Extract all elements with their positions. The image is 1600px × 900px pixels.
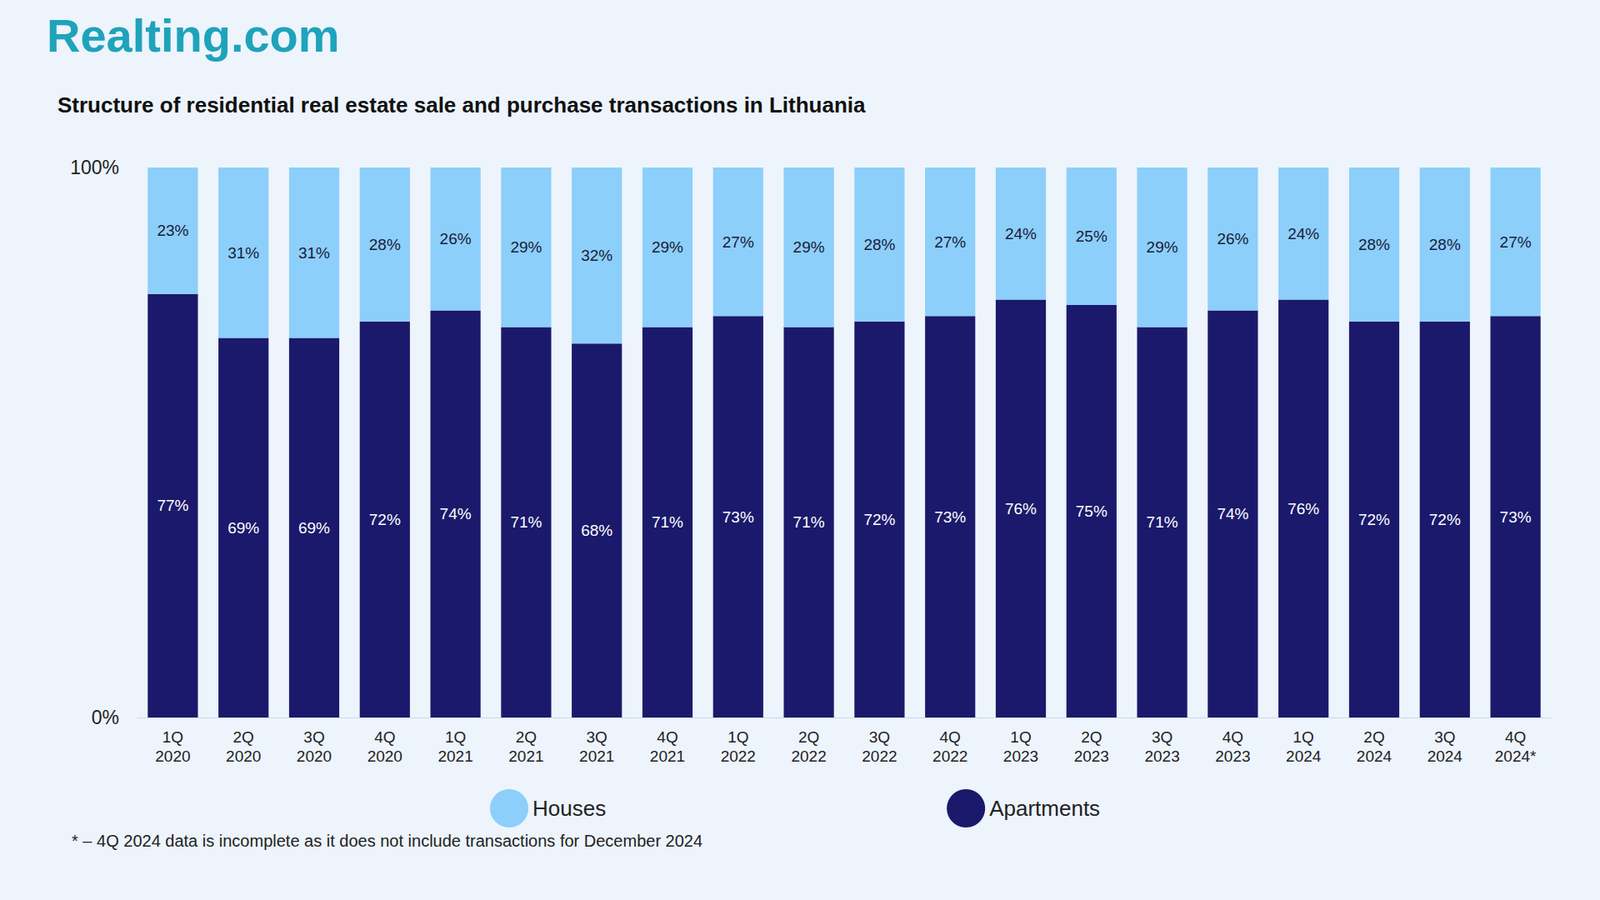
svg-text:4Q: 4Q bbox=[940, 728, 961, 746]
svg-text:2024: 2024 bbox=[1356, 747, 1393, 765]
svg-text:32%: 32% bbox=[580, 246, 613, 265]
svg-text:27%: 27% bbox=[722, 233, 755, 251]
svg-text:72%: 72% bbox=[1358, 510, 1390, 529]
svg-text:31%: 31% bbox=[227, 244, 260, 262]
svg-text:2023: 2023 bbox=[1215, 747, 1250, 765]
svg-text:69%: 69% bbox=[298, 519, 330, 537]
svg-text:2020: 2020 bbox=[155, 747, 190, 765]
svg-text:4Q: 4Q bbox=[1222, 728, 1244, 746]
svg-text:2024*: 2024* bbox=[1495, 747, 1537, 765]
svg-text:77%: 77% bbox=[156, 496, 189, 515]
svg-text:Realting.com: Realting.com bbox=[46, 9, 340, 62]
svg-text:25%: 25% bbox=[1075, 227, 1108, 245]
svg-text:73%: 73% bbox=[1500, 508, 1532, 526]
svg-text:2021: 2021 bbox=[508, 747, 544, 765]
svg-text:29%: 29% bbox=[510, 238, 542, 256]
svg-text:2020: 2020 bbox=[367, 747, 403, 765]
svg-text:* – 4Q 2024 data is incomplete: * – 4Q 2024 data is incomplete as it doe… bbox=[71, 831, 703, 850]
svg-text:1Q: 1Q bbox=[1293, 728, 1315, 746]
svg-text:3Q: 3Q bbox=[1434, 728, 1455, 746]
svg-text:2Q: 2Q bbox=[515, 728, 537, 746]
svg-text:2024: 2024 bbox=[1285, 747, 1322, 765]
svg-text:3Q: 3Q bbox=[869, 728, 890, 746]
svg-text:72%: 72% bbox=[369, 510, 401, 529]
svg-text:1Q: 1Q bbox=[727, 728, 749, 746]
svg-text:2023: 2023 bbox=[1144, 747, 1180, 765]
svg-text:31%: 31% bbox=[298, 244, 330, 262]
svg-text:72%: 72% bbox=[1429, 510, 1461, 529]
svg-text:69%: 69% bbox=[227, 519, 260, 537]
svg-text:76%: 76% bbox=[1287, 500, 1320, 518]
svg-text:1Q: 1Q bbox=[1010, 728, 1031, 746]
svg-text:3Q: 3Q bbox=[1151, 728, 1173, 746]
svg-text:2Q: 2Q bbox=[1080, 728, 1102, 746]
svg-text:4Q: 4Q bbox=[1505, 728, 1526, 746]
svg-text:26%: 26% bbox=[440, 230, 472, 248]
svg-text:27%: 27% bbox=[934, 233, 966, 251]
svg-text:29%: 29% bbox=[793, 238, 825, 256]
svg-text:2022: 2022 bbox=[932, 747, 968, 765]
svg-text:24%: 24% bbox=[1005, 225, 1037, 243]
svg-text:2Q: 2Q bbox=[1363, 728, 1385, 746]
svg-text:2022: 2022 bbox=[720, 747, 756, 765]
svg-text:28%: 28% bbox=[863, 235, 895, 254]
svg-text:Apartments: Apartments bbox=[989, 795, 1100, 821]
svg-text:26%: 26% bbox=[1216, 230, 1249, 248]
svg-text:0%: 0% bbox=[91, 706, 120, 729]
svg-text:2023: 2023 bbox=[1003, 747, 1039, 765]
svg-text:75%: 75% bbox=[1075, 502, 1108, 520]
svg-text:2Q: 2Q bbox=[233, 728, 255, 746]
svg-text:2021: 2021 bbox=[579, 747, 615, 765]
svg-text:68%: 68% bbox=[580, 521, 613, 540]
svg-text:29%: 29% bbox=[1146, 238, 1179, 256]
svg-text:28%: 28% bbox=[1358, 235, 1390, 254]
svg-text:2022: 2022 bbox=[861, 747, 897, 765]
svg-text:72%: 72% bbox=[863, 510, 895, 529]
svg-text:71%: 71% bbox=[793, 513, 825, 531]
svg-text:1Q: 1Q bbox=[162, 728, 184, 746]
svg-text:4Q: 4Q bbox=[374, 728, 395, 746]
svg-text:71%: 71% bbox=[1146, 513, 1179, 531]
svg-text:2023: 2023 bbox=[1074, 747, 1110, 765]
svg-text:2024: 2024 bbox=[1427, 747, 1464, 765]
svg-text:28%: 28% bbox=[1429, 235, 1461, 254]
svg-text:71%: 71% bbox=[510, 513, 542, 531]
svg-text:74%: 74% bbox=[440, 505, 472, 523]
svg-text:2Q: 2Q bbox=[798, 728, 820, 746]
svg-text:73%: 73% bbox=[934, 508, 966, 526]
svg-text:4Q: 4Q bbox=[656, 728, 678, 746]
svg-text:76%: 76% bbox=[1005, 500, 1037, 518]
svg-text:3Q: 3Q bbox=[303, 728, 325, 746]
svg-text:28%: 28% bbox=[369, 235, 401, 254]
svg-text:2020: 2020 bbox=[296, 747, 332, 765]
svg-text:2022: 2022 bbox=[790, 747, 826, 765]
svg-text:100%: 100% bbox=[70, 156, 120, 179]
svg-text:Structure of residential real: Structure of residential real estate sal… bbox=[57, 92, 866, 118]
svg-text:Houses: Houses bbox=[532, 795, 606, 821]
svg-text:27%: 27% bbox=[1500, 233, 1532, 251]
svg-text:2021: 2021 bbox=[650, 747, 685, 765]
svg-text:1Q: 1Q bbox=[445, 728, 466, 746]
svg-text:71%: 71% bbox=[651, 513, 684, 531]
svg-text:29%: 29% bbox=[651, 238, 684, 256]
svg-text:24%: 24% bbox=[1287, 225, 1320, 243]
svg-text:73%: 73% bbox=[722, 508, 755, 526]
svg-text:23%: 23% bbox=[156, 221, 189, 240]
svg-text:3Q: 3Q bbox=[586, 728, 608, 746]
svg-text:2021: 2021 bbox=[437, 747, 473, 765]
svg-text:2020: 2020 bbox=[225, 747, 261, 765]
svg-text:74%: 74% bbox=[1216, 505, 1249, 523]
